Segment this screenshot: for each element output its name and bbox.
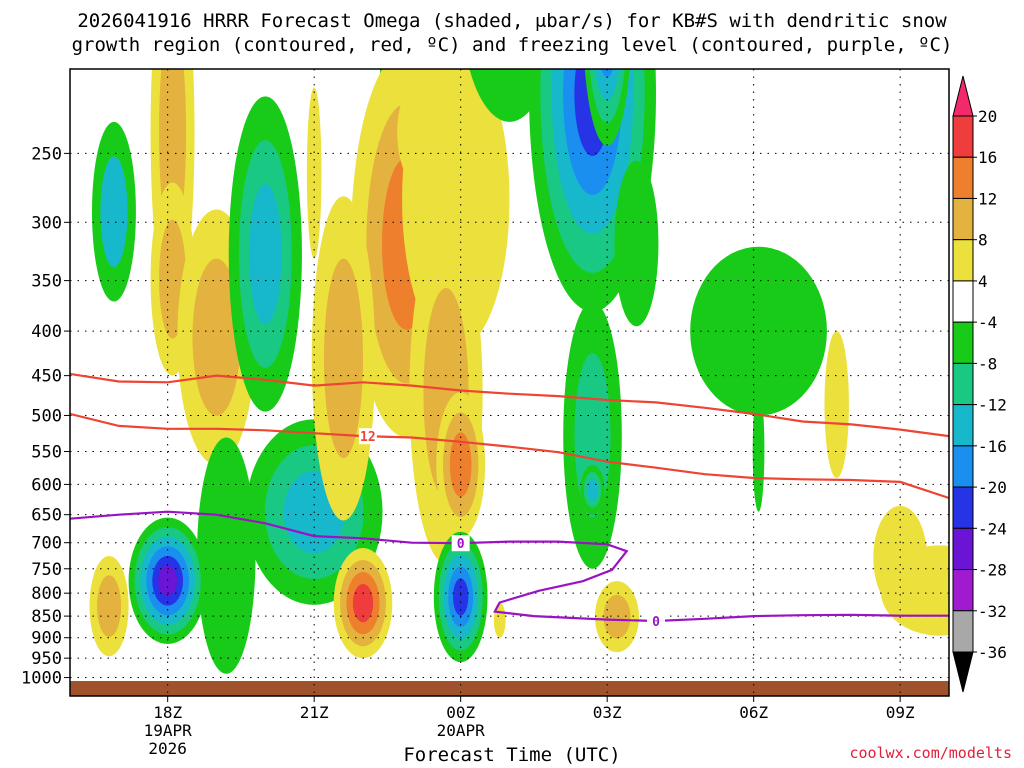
- colorbar: 20 16 12 8 4 -4 -8 -12 -16 -20 -24 -28 -32 -36: [952, 75, 1007, 693]
- colorbar-band-12: [952, 610, 974, 653]
- colorbar-label-12: -32: [978, 602, 1007, 621]
- colorbar-band-11: [952, 569, 974, 612]
- x-tick-label-0-2: 2026: [148, 739, 187, 758]
- colorbar-label-11: -28: [978, 561, 1007, 580]
- y-tick-label-800: 800: [31, 584, 62, 604]
- colorbar-label-7: -12: [978, 396, 1007, 415]
- contour-label-freezing-level-1: 0: [652, 615, 660, 630]
- omega-region-28-level-m4: [752, 388, 765, 512]
- y-tick-label-700: 700: [31, 534, 62, 554]
- y-tick-label-750: 750: [31, 560, 62, 580]
- y-tick-label-450: 450: [31, 367, 62, 387]
- y-tick-label-1000: 1000: [21, 669, 62, 689]
- contour-dendritic-cold: [70, 412, 949, 500]
- colorbar-bottom-arrow: [952, 651, 974, 693]
- x-tick-label-15-0: 09Z: [886, 703, 915, 722]
- y-tick-label-300: 300: [31, 213, 62, 233]
- y-tick-label-850: 850: [31, 607, 62, 627]
- contour-label-dendritic-cold-0: 12: [360, 430, 376, 445]
- omega-region-8-level-m24: [158, 565, 178, 597]
- omega-region-20-level-m16: [601, 69, 614, 78]
- omega-region-9-level-8: [97, 575, 122, 637]
- ground-strip: [70, 681, 949, 696]
- omega-region-27-level-m4: [690, 246, 827, 416]
- y-tick-label-900: 900: [31, 629, 62, 649]
- chart-title-line-1: 2026041916 HRRR Forecast Omega (shaded, …: [77, 10, 947, 32]
- y-tick-label-400: 400: [31, 322, 62, 342]
- chart-title-line-2: growth region (contoured, red, ºC) and f…: [71, 34, 953, 56]
- contour-lines: 12 0 0: [70, 372, 949, 630]
- plot-frame: [69, 68, 950, 697]
- contour-freezing-level: [70, 510, 949, 623]
- omega-region-20-level-m20: [600, 0, 614, 55]
- y-tick-label-550: 550: [31, 443, 62, 463]
- colorbar-label-2: 12: [978, 189, 997, 208]
- credit-link[interactable]: coolwx.com/modelts: [849, 744, 1012, 762]
- omega-region-22-level-m20: [452, 578, 469, 616]
- colorbar-label-3: 8: [978, 231, 988, 250]
- omega-region-31-level-4: [824, 331, 849, 479]
- y-tick-label-500: 500: [31, 406, 62, 426]
- colorbar-label-9: -20: [978, 478, 1007, 497]
- y-tick-label-250: 250: [31, 144, 62, 164]
- colorbar-band-7: [952, 404, 974, 447]
- colorbar-band-0: [952, 115, 974, 158]
- colorbar-label-13: -36: [978, 643, 1007, 662]
- colorbar-band-5: [952, 321, 974, 364]
- x-tick-label-0-0: 18Z: [153, 703, 182, 722]
- colorbar-band-3: [952, 239, 974, 282]
- omega-shading: [70, 0, 949, 696]
- contour-label-bg-freezing-level-1: [647, 612, 665, 629]
- colorbar-band-2: [952, 197, 974, 241]
- x-axis-label: Forecast Time (UTC): [403, 744, 621, 766]
- contour-label-freezing-level-0: 0: [457, 537, 465, 552]
- colorbar-top-arrow: [952, 75, 974, 117]
- contour-label-bg-freezing-level-0: [451, 535, 470, 552]
- omega-region-26-level-8: [603, 594, 631, 639]
- y-tick-label-950: 950: [31, 649, 62, 669]
- x-tick-label-6-0: 00Z: [446, 703, 475, 722]
- colorbar-band-1: [952, 156, 974, 199]
- omega-region-25-level-m12: [587, 478, 598, 501]
- colorbar-label-6: -8: [978, 354, 997, 373]
- colorbar-label-1: 16: [978, 148, 997, 167]
- x-tick-label-12-0: 06Z: [739, 703, 768, 722]
- colorbar-band-8: [952, 445, 974, 488]
- omega-region-7-level-m4: [196, 437, 256, 674]
- colorbar-label-5: -4: [978, 313, 997, 332]
- x-tick-label-0-1: 19APR: [144, 721, 193, 740]
- y-tick-label-350: 350: [31, 272, 62, 292]
- omega-region-0-level-m12: [100, 156, 128, 268]
- x-tick-label-6-1: 20APR: [437, 721, 486, 740]
- omega-region-19-level-m4: [614, 160, 659, 327]
- colorbar-label-0: 20: [978, 107, 997, 126]
- y-axis-ticks: 2503003504004505005506006507007508008509…: [21, 144, 70, 689]
- contour-dendritic-warm: [70, 372, 949, 438]
- contour-label-bg-dendritic-cold-0: [358, 428, 377, 445]
- colorbar-band-10: [952, 527, 974, 571]
- colorbar-band-9: [952, 486, 974, 529]
- x-tick-label-3-0: 21Z: [300, 703, 329, 722]
- colorbar-band-6: [952, 362, 974, 406]
- colorbar-label-8: -16: [978, 437, 1007, 456]
- colorbar-label-4: 4: [978, 272, 988, 291]
- y-tick-label-650: 650: [31, 506, 62, 526]
- omega-region-4-level-m12: [249, 183, 282, 325]
- omega-region-5-level-4: [306, 87, 322, 259]
- colorbar-band-4: [952, 280, 974, 323]
- omega-region-14-level-12: [449, 432, 472, 497]
- colorbar-label-10: -24: [978, 519, 1007, 538]
- omega-region-21-level-16: [352, 583, 374, 623]
- y-tick-label-600: 600: [31, 475, 62, 495]
- omega-region-16-level-4: [397, 69, 466, 197]
- x-tick-label-9-0: 03Z: [593, 703, 622, 722]
- omega-region-15-level-8: [323, 258, 363, 459]
